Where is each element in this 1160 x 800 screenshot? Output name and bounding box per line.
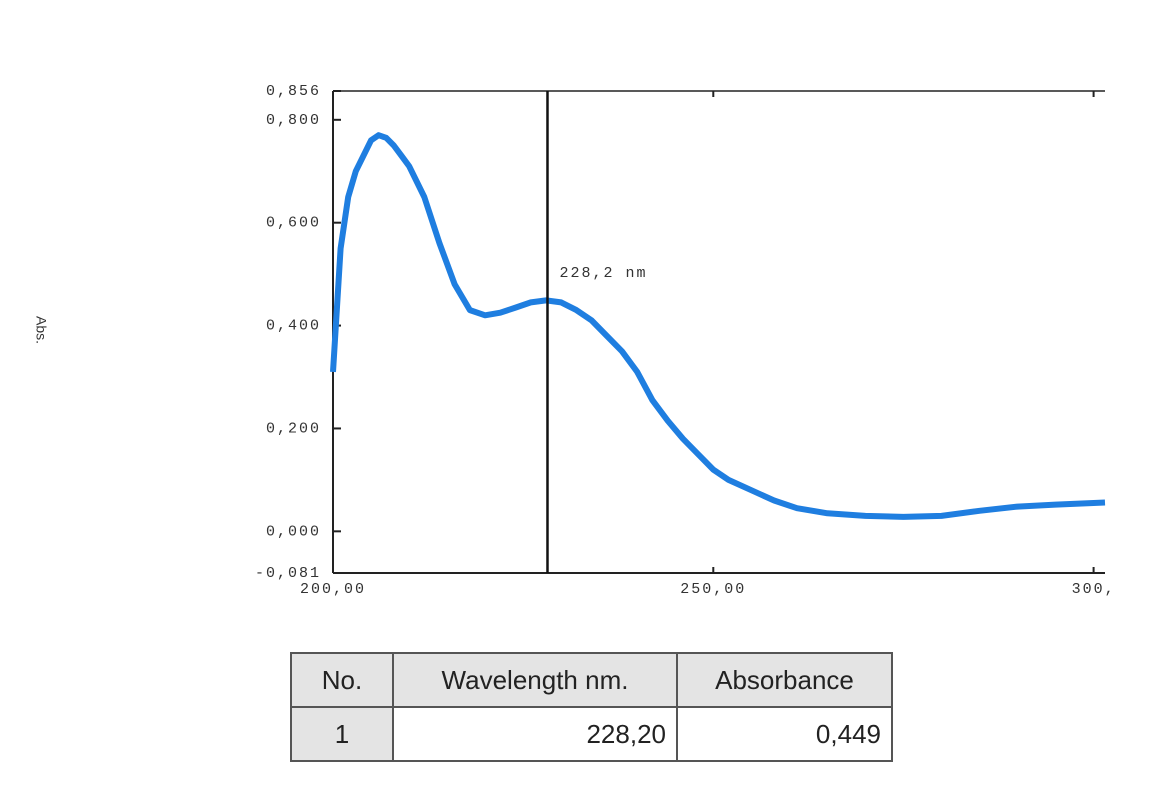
cell: 228,20: [392, 706, 678, 762]
y-axis-label: Abs.: [33, 316, 49, 344]
x-tick-label: 250,00: [680, 581, 746, 598]
x-tick-label: 300,: [1072, 581, 1116, 598]
y-tick-label: -0,081: [255, 565, 321, 582]
table-header: No. Wavelength nm. Absorbance: [290, 652, 893, 708]
peak-label: 228,2 nm: [559, 265, 647, 282]
spectrum-line: [330, 132, 1106, 520]
table-row: 1 228,20 0,449: [290, 706, 893, 762]
y-tick-label: 0,856: [266, 83, 321, 100]
header-cell: Absorbance: [676, 652, 893, 708]
y-tick-label: 0,600: [266, 215, 321, 232]
cell: 0,449: [676, 706, 893, 762]
result-table: No. Wavelength nm. Absorbance 1 228,20 0…: [290, 652, 893, 762]
y-tick-label: 0,800: [266, 112, 321, 129]
header-cell: No.: [290, 652, 394, 708]
x-tick-label: 200,00: [300, 581, 366, 598]
y-tick-label: 0,000: [266, 523, 321, 540]
cell: 1: [290, 706, 394, 762]
y-tick-label: 0,200: [266, 420, 321, 437]
header-cell: Wavelength nm.: [392, 652, 678, 708]
y-tick-label: 0,400: [266, 318, 321, 335]
chart: Abs. -0,081 0,000 0,200 0,400 0,600 0,800 0,85…: [33, 83, 1116, 598]
